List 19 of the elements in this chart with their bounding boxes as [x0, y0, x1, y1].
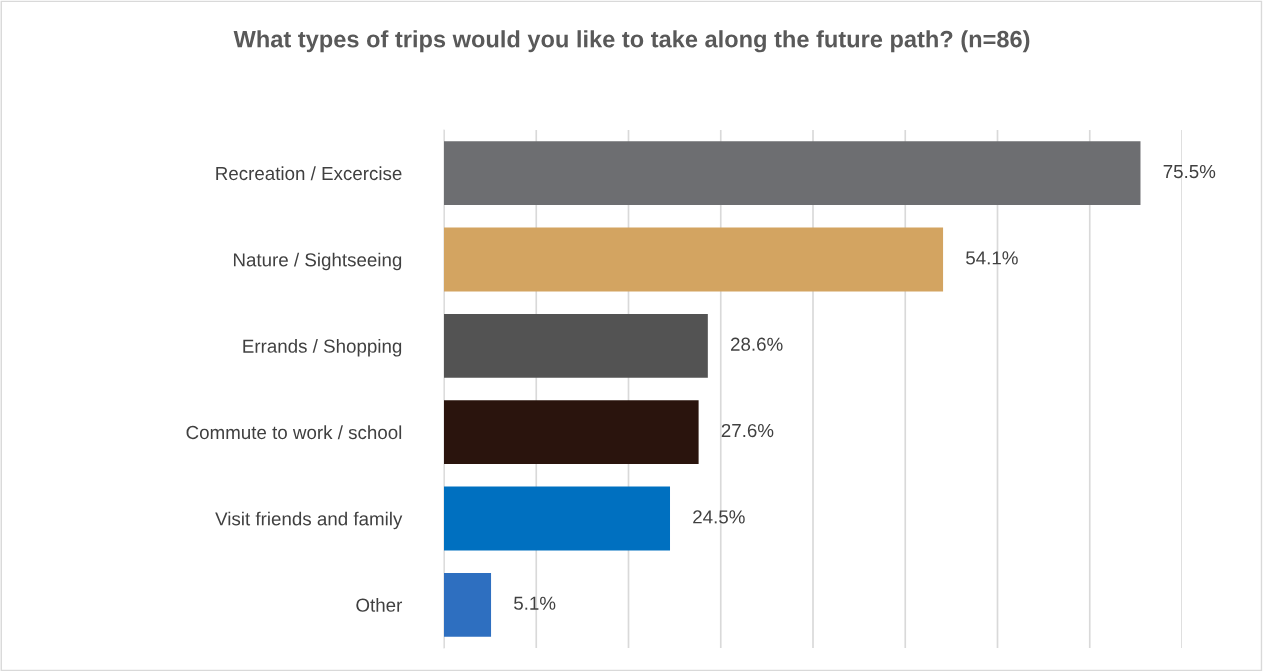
chart-title: What types of trips would you like to take along the future path? (n=86)	[233, 30, 1030, 53]
y-tick-label: Visit friends and family	[215, 511, 403, 530]
data-label: 27.6%	[721, 423, 774, 438]
bar	[444, 400, 699, 465]
y-tick-label: Other	[356, 598, 403, 612]
bar	[444, 141, 1141, 206]
y-tick-label: Errands / Shopping	[243, 339, 402, 357]
y-tick-label: Recreation / Excercise	[216, 166, 402, 181]
data-label: 28.6%	[731, 337, 783, 351]
bar	[444, 486, 671, 551]
y-tick-label: Commute to work / school	[186, 425, 402, 440]
data-label: 75.5%	[1163, 165, 1216, 179]
data-label: 24.5%	[693, 510, 745, 524]
data-label: 5.1%	[514, 596, 556, 610]
bar	[444, 313, 708, 378]
bar	[444, 227, 944, 292]
y-tick-label: Nature / Sightseeing	[233, 252, 402, 271]
data-label: 54.1%	[966, 251, 1018, 265]
bar	[444, 572, 492, 637]
